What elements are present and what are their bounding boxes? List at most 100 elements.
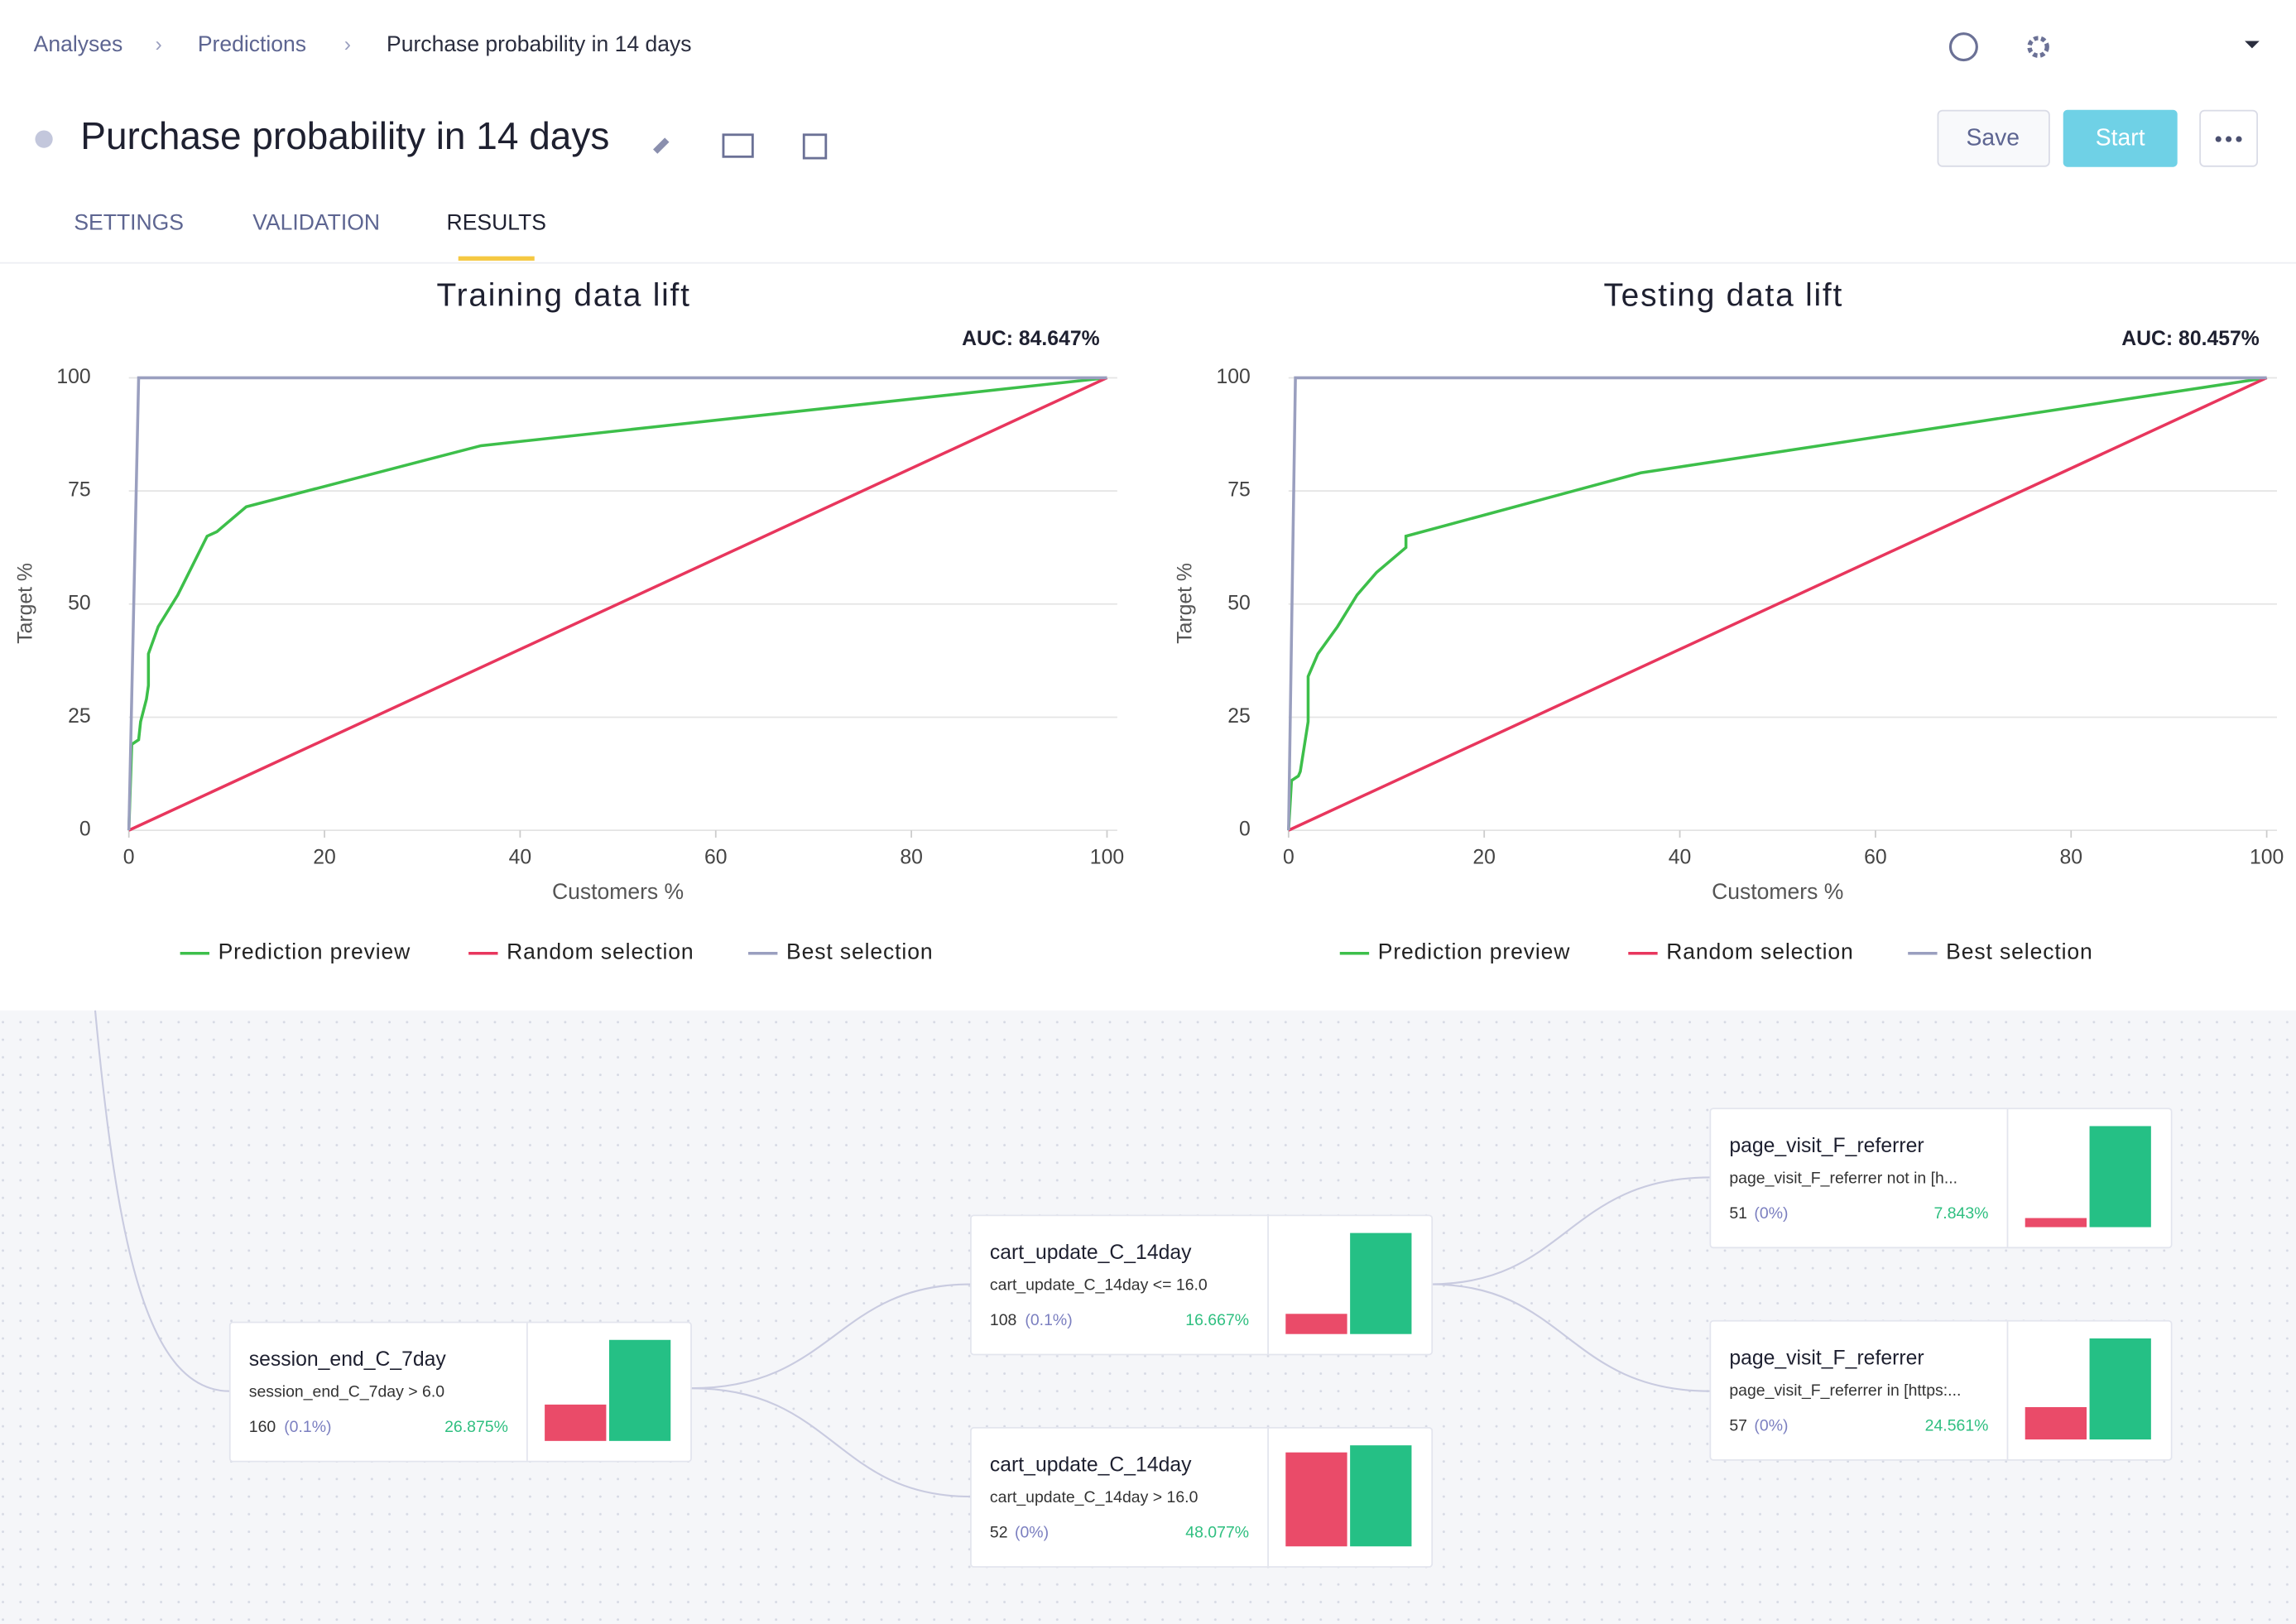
y-tick-label: 0 (79, 819, 91, 841)
x-tick-label: 100 (1090, 846, 1124, 868)
node-condition: cart_update_C_14day > 16.0 (990, 1488, 1198, 1506)
auc-annotation: AUC: 84.647% (962, 328, 1099, 350)
node-bar (2089, 1338, 2151, 1440)
y-tick-label: 25 (1227, 705, 1251, 728)
breadcrumb-current: Purchase probability in 14 days (387, 31, 692, 56)
x-tick-label: 40 (509, 846, 532, 868)
node-bar (2025, 1407, 2087, 1440)
status-dot (35, 130, 53, 148)
tab[interactable]: VALIDATION (252, 210, 380, 235)
start-label[interactable]: Start (2096, 124, 2145, 151)
auc-annotation: AUC: 80.457% (2121, 328, 2259, 350)
node-bar (2089, 1126, 2151, 1228)
legend-label: Random selection (1666, 939, 1853, 964)
x-tick-label: 100 (2250, 846, 2284, 868)
node-title: cart_update_C_14day (990, 1453, 1192, 1476)
line (127, 376, 1107, 831)
breadcrumb[interactable]: Predictions (198, 31, 306, 56)
node-rate: 26.875% (444, 1418, 508, 1436)
legend-label: Best selection (1946, 939, 2092, 964)
line (1288, 376, 2268, 832)
y-tick-label: 100 (1217, 366, 1251, 388)
settings-icon[interactable] (2027, 36, 2049, 58)
node-bar (1350, 1445, 1412, 1547)
node-rate: 48.077% (1185, 1523, 1249, 1541)
tree: session_end_C_7day session_end_C_7day > 6… (228, 1107, 2173, 1568)
node-bar (1350, 1232, 1412, 1334)
y-tick-label: 0 (1239, 819, 1251, 841)
x-tick-label: 60 (1864, 846, 1887, 868)
node-bar (1285, 1314, 1347, 1334)
node-count: 57 (1729, 1416, 1747, 1434)
node-share: (0.1%) (1025, 1311, 1072, 1329)
node-count: 160 (249, 1418, 276, 1436)
node-condition: session_end_C_7day > 6.0 (249, 1383, 444, 1401)
legend-label: Prediction preview (1378, 939, 1571, 964)
node-title: page_visit_F_referrer (1729, 1135, 1924, 1157)
node-bar (608, 1339, 671, 1441)
legend-label: Random selection (507, 939, 694, 964)
node-condition: page_visit_F_referrer not in [h... (1729, 1169, 1957, 1187)
node-count: 51 (1729, 1204, 1747, 1223)
node-share: (0%) (1754, 1204, 1788, 1223)
y-tick-label: 25 (68, 705, 91, 728)
x-tick-label: 80 (2059, 846, 2082, 868)
node-rate: 16.667% (1185, 1311, 1249, 1329)
node-bar (1285, 1452, 1347, 1547)
more-icon[interactable] (2215, 136, 2242, 142)
y-axis-label: Target % (1174, 563, 1197, 644)
x-tick-label: 80 (900, 846, 923, 868)
node-count: 108 (990, 1311, 1016, 1329)
line (1287, 376, 2267, 831)
node-bar (545, 1404, 607, 1441)
line (127, 376, 1108, 832)
x-tick-label: 20 (313, 846, 336, 868)
y-axis-label: Target % (14, 563, 36, 644)
start-button[interactable] (2063, 109, 2178, 167)
folder-icon[interactable] (722, 133, 754, 158)
y-tick-label: 50 (1227, 592, 1251, 614)
x-axis-label: Customers % (1712, 879, 1843, 904)
save-label[interactable]: Save (1967, 124, 2020, 151)
node-condition: page_visit_F_referrer in [https:... (1729, 1381, 1961, 1400)
tab[interactable]: SETTINGS (74, 210, 184, 235)
node-share: (0%) (1754, 1416, 1788, 1434)
x-tick-label: 0 (123, 846, 135, 868)
line (1287, 376, 2267, 831)
node-rate: 24.561% (1925, 1416, 1989, 1434)
node-title: cart_update_C_14day (990, 1242, 1192, 1264)
node-rate: 7.843% (1933, 1204, 1988, 1223)
line (127, 376, 1107, 831)
x-tick-label: 60 (704, 846, 728, 868)
export-icon[interactable] (802, 133, 828, 160)
help-icon[interactable] (1948, 32, 1978, 62)
x-tick-label: 20 (1472, 846, 1496, 868)
page-title: Purchase probability in 14 days (80, 114, 609, 157)
legend-label: Prediction preview (219, 939, 411, 964)
tab-underline (458, 256, 535, 261)
edit-icon[interactable] (653, 137, 670, 154)
tab-active[interactable]: RESULTS (447, 210, 546, 235)
node-share: (0.1%) (284, 1418, 331, 1436)
separator: › (156, 33, 162, 55)
save-button[interactable] (1937, 109, 2050, 167)
node-card[interactable] (1709, 1107, 2173, 1249)
chart-title: Testing data lift (1603, 277, 1843, 313)
y-tick-label: 50 (68, 592, 91, 614)
node-bar (2025, 1218, 2087, 1228)
dropdown-icon[interactable] (2245, 41, 2260, 49)
y-tick-label: 100 (56, 366, 90, 388)
tree-edges (94, 1010, 1711, 1498)
node-share: (0%) (1015, 1523, 1049, 1541)
node-condition: cart_update_C_14day <= 16.0 (990, 1276, 1208, 1294)
node-title: session_end_C_7day (249, 1348, 447, 1371)
breadcrumb[interactable]: Analyses (34, 31, 123, 56)
chart-title: Training data lift (437, 277, 691, 313)
separator: › (344, 33, 351, 55)
x-tick-label: 0 (1283, 846, 1295, 868)
legend-label: Best selection (786, 939, 933, 964)
x-tick-label: 40 (1669, 846, 1692, 868)
y-tick-label: 75 (1227, 479, 1251, 502)
